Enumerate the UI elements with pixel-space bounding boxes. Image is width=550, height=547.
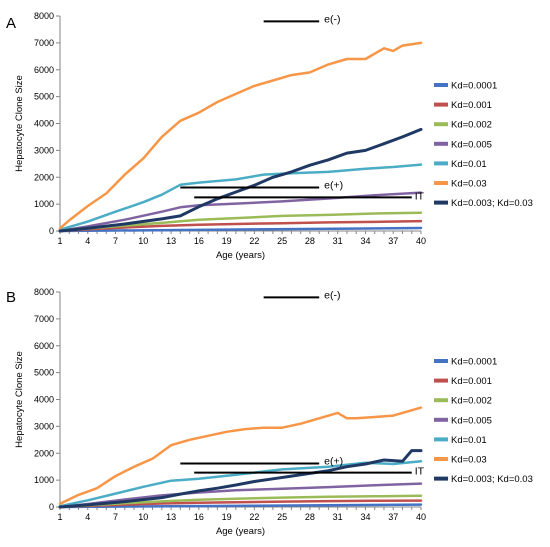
- legend-label: Kd=0.003; Kd=0.03: [451, 198, 533, 209]
- legend-label: Kd=0.003; Kd=0.03: [451, 474, 533, 485]
- legend-label: Kd=0.01: [451, 159, 487, 170]
- panel-a: A 0 1000 2000 3000 4000 5000 6000 7000 8000 1 4 7 10 1…: [6, 11, 533, 261]
- x-tick-label: 4: [85, 512, 90, 522]
- annotation-label: IT: [415, 466, 425, 478]
- series-line-5: [58, 41, 423, 230]
- annotation-label: e(+): [324, 179, 343, 191]
- legend-label: Kd=0.0001: [451, 81, 497, 92]
- x-tick-label: 31: [333, 236, 343, 246]
- series-line-6: [58, 127, 423, 233]
- y-tick-label: 7000: [34, 314, 54, 324]
- y-tick-label: 8000: [34, 11, 54, 21]
- x-tick-label: 1: [57, 236, 62, 246]
- x-tick-label: 22: [249, 236, 259, 246]
- x-tick-label: 10: [138, 236, 148, 246]
- x-tick-label: 19: [222, 236, 232, 246]
- legend-label: Kd=0.002: [451, 120, 492, 131]
- y-tick-label: 2000: [34, 448, 54, 458]
- x-tick-label: 40: [416, 512, 426, 522]
- y-tick-label: 6000: [34, 65, 54, 75]
- y-tick-label: 8000: [34, 287, 54, 297]
- legend-label: Kd=0.001: [451, 100, 492, 111]
- series-line-4: [58, 163, 423, 231]
- y-tick-label: 4000: [34, 395, 54, 405]
- x-tick-label: 28: [305, 236, 315, 246]
- y-tick-label: 3000: [34, 145, 54, 155]
- legend-label: Kd=0.005: [451, 415, 492, 426]
- y-tick-label: 4000: [34, 119, 54, 129]
- y-axis-title: Hepatocyte Clone Size: [14, 75, 25, 172]
- y-tick-label: 1000: [34, 475, 54, 485]
- legend-label: Kd=0.03: [451, 455, 487, 466]
- series-line-0: [58, 226, 423, 233]
- x-tick-label: 4: [85, 236, 90, 246]
- panel-b: B 0 1000 2000 3000 4000 5000 6000 7000 8000 1 4 7 10 1…: [6, 287, 533, 537]
- x-tick-label: 25: [277, 236, 287, 246]
- x-tick-label: 31: [333, 512, 343, 522]
- panel-label: A: [6, 15, 16, 32]
- panel-label: B: [6, 289, 16, 306]
- x-tick-label: 13: [166, 236, 176, 246]
- x-tick-label: 1: [57, 512, 62, 522]
- y-tick-label: 6000: [34, 341, 54, 351]
- x-tick-label: 16: [194, 236, 204, 246]
- y-tick-label: 0: [49, 226, 54, 236]
- x-tick-label: 37: [388, 512, 398, 522]
- x-tick-label: 37: [388, 236, 398, 246]
- annotation-label: IT: [415, 190, 425, 202]
- legend-label: Kd=0.001: [451, 376, 492, 387]
- series-line-1: [58, 219, 423, 233]
- x-axis-title: Age (years): [216, 250, 265, 261]
- x-tick-label: 22: [249, 512, 259, 522]
- x-tick-label: 16: [194, 512, 204, 522]
- y-tick-label: 0: [49, 502, 54, 512]
- annotation-label: e(+): [324, 455, 343, 467]
- legend-label: Kd=0.005: [451, 139, 492, 150]
- y-tick-label: 5000: [34, 368, 54, 378]
- y-tick-label: 1000: [34, 199, 54, 209]
- legend-label: Kd=0.03: [451, 179, 487, 190]
- legend-label: Kd=0.0001: [451, 357, 497, 368]
- x-axis-title: Age (years): [216, 526, 265, 537]
- x-tick-label: 13: [166, 512, 176, 522]
- y-tick-label: 3000: [34, 421, 54, 431]
- x-tick-label: 25: [277, 512, 287, 522]
- series-line-6: [58, 449, 423, 509]
- series-line-5: [58, 406, 423, 506]
- x-tick-label: 19: [222, 512, 232, 522]
- x-tick-label: 40: [416, 236, 426, 246]
- x-tick-label: 34: [360, 512, 370, 522]
- x-tick-label: 10: [138, 512, 148, 522]
- x-tick-label: 7: [113, 512, 118, 522]
- y-axis-title: Hepatocyte Clone Size: [14, 351, 25, 448]
- annotation-label: e(-): [324, 289, 340, 301]
- annotation-label: e(-): [324, 13, 340, 25]
- x-tick-label: 28: [305, 512, 315, 522]
- y-tick-label: 2000: [34, 172, 54, 182]
- series-line-0: [58, 503, 423, 509]
- y-tick-label: 5000: [34, 92, 54, 102]
- x-tick-label: 7: [113, 236, 118, 246]
- legend-label: Kd=0.002: [451, 396, 492, 407]
- x-tick-label: 34: [360, 236, 370, 246]
- y-tick-label: 7000: [34, 38, 54, 48]
- legend-label: Kd=0.01: [451, 435, 487, 446]
